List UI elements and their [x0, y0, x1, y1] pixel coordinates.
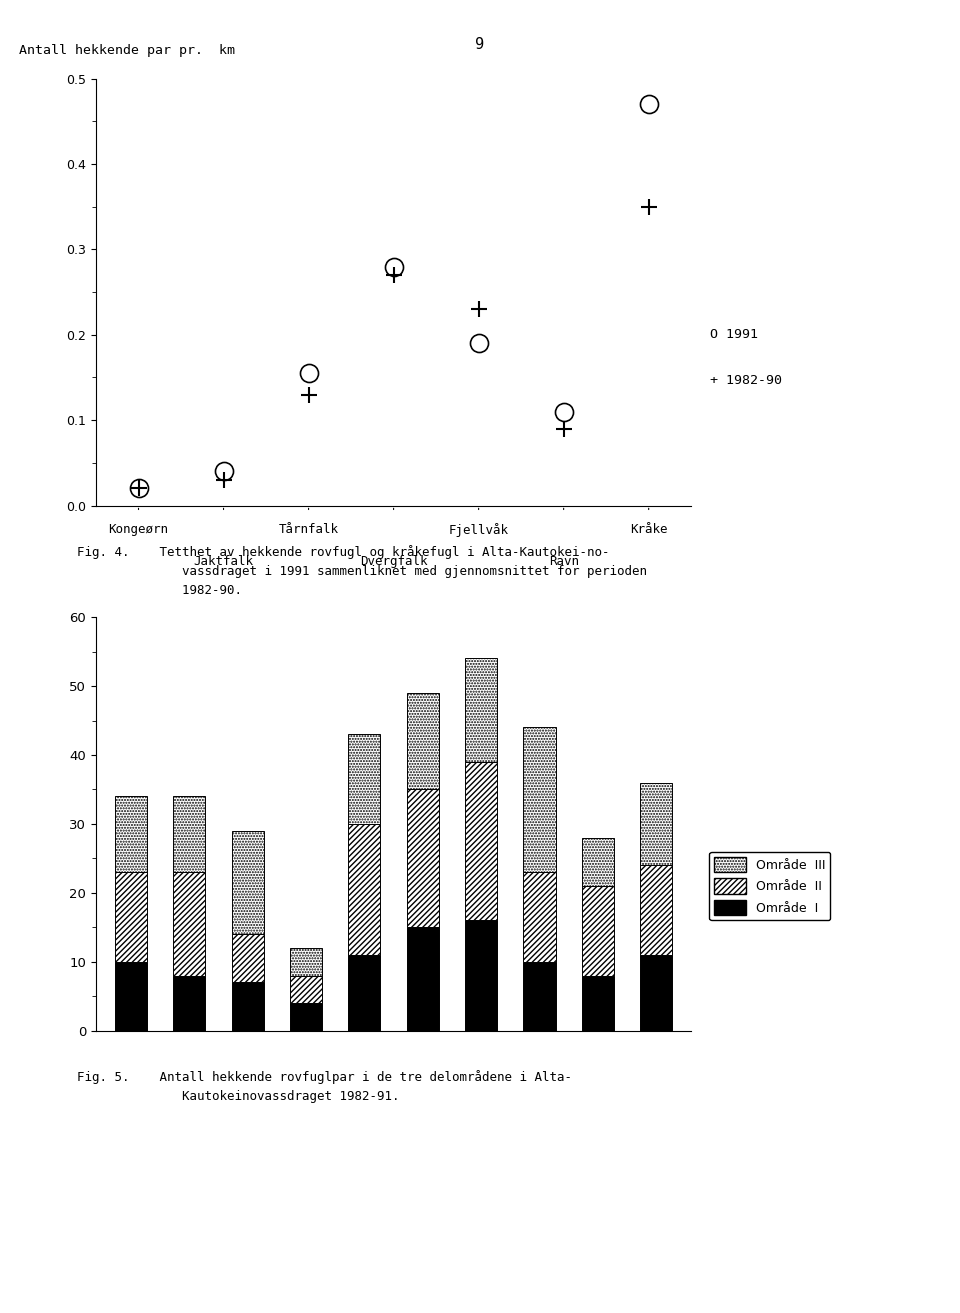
Bar [348, 734, 380, 825]
Bar [465, 920, 497, 1031]
Bar [582, 838, 613, 886]
Text: Jaktfalk: Jaktfalk [194, 554, 253, 567]
Text: Tårnfalk: Tårnfalk [278, 523, 339, 536]
Text: Fjellvåk: Fjellvåk [448, 523, 509, 537]
Bar [231, 831, 264, 935]
Bar [407, 789, 439, 927]
Bar [582, 976, 613, 1031]
Text: O 1991: O 1991 [710, 328, 758, 341]
Bar [640, 865, 672, 955]
Bar [640, 955, 672, 1031]
Bar [407, 693, 439, 789]
Text: Antall hekkende par pr.  km: Antall hekkende par pr. km [18, 45, 234, 58]
Bar [174, 872, 205, 976]
Bar [582, 886, 613, 976]
Bar [348, 955, 380, 1031]
Text: + 1982-90: + 1982-90 [710, 374, 782, 387]
Bar [115, 796, 147, 872]
Text: Fig. 5.    Antall hekkende rovfuglpar i de tre delområdene i Alta-
             : Fig. 5. Antall hekkende rovfuglpar i de … [77, 1070, 572, 1103]
Bar [348, 825, 380, 955]
Bar [290, 1003, 323, 1031]
Text: Dvergfalk: Dvergfalk [360, 554, 427, 567]
Text: Kongeørn: Kongeørn [108, 523, 169, 536]
Bar [231, 982, 264, 1031]
Legend: Område  III, Område  II, Område  I: Område III, Område II, Område I [709, 852, 830, 920]
Bar [115, 961, 147, 1031]
Bar [407, 927, 439, 1031]
Bar [290, 976, 323, 1003]
Bar [174, 976, 205, 1031]
Bar [115, 872, 147, 961]
Bar [290, 948, 323, 976]
Bar [523, 872, 556, 961]
Text: 9: 9 [475, 37, 485, 51]
Bar [523, 961, 556, 1031]
Bar [231, 935, 264, 982]
Bar [640, 783, 672, 865]
Bar [523, 727, 556, 872]
Bar [465, 659, 497, 762]
Text: Kråke: Kråke [630, 523, 667, 536]
Bar [174, 796, 205, 872]
Text: Ravn: Ravn [549, 554, 579, 567]
Text: Fig. 4.    Tetthet av hekkende rovfugl og kråkefugl i Alta-Kautokei­no-
        : Fig. 4. Tetthet av hekkende rovfugl og k… [77, 545, 647, 597]
Bar [465, 762, 497, 920]
